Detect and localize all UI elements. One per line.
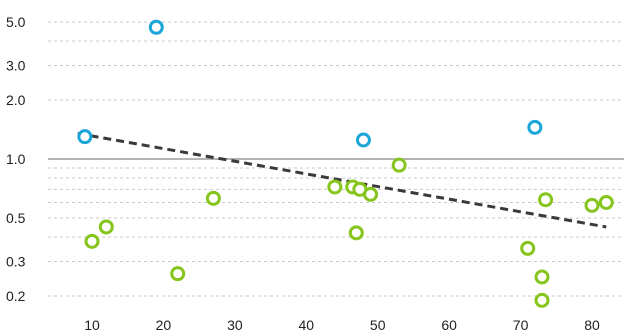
x-tick-label: 20 [156,317,172,333]
trend-line-layer [77,131,607,229]
y-tick-label: 5.0 [6,14,26,30]
data-point [84,233,100,249]
data-point [77,129,93,145]
x-tick-label: 70 [513,317,529,333]
x-tick-label: 60 [441,317,457,333]
data-point [363,186,379,202]
trend-line [77,131,607,229]
data-point [534,269,550,285]
x-tick-label: 10 [84,317,100,333]
y-axis-tick-labels: 0.2 0.3 0.5 1.0 2.0 3.0 5.0 [6,14,26,304]
data-point [391,157,407,173]
data-point [348,225,364,241]
y-tick-label: 2.0 [6,92,26,108]
data-point [527,119,543,135]
data-point [170,266,186,282]
data-point [520,240,536,256]
y-tick-label: 0.2 [6,288,26,304]
y-tick-label: 0.3 [6,253,26,269]
data-point [355,132,371,148]
x-axis-tick-labels: 10 20 30 40 50 60 70 80 [84,317,600,333]
x-tick-label: 40 [298,317,314,333]
x-tick-label: 30 [227,317,243,333]
x-tick-label: 50 [370,317,386,333]
data-point [538,192,554,208]
data-point [327,179,343,195]
x-tick-label: 80 [584,317,600,333]
data-point [534,292,550,308]
data-point [148,19,164,35]
y-tick-label: 1.0 [6,151,26,167]
data-points [77,19,614,308]
data-point [98,219,114,235]
gridlines [48,21,624,297]
data-point [598,194,614,210]
data-point [584,197,600,213]
y-tick-label: 0.5 [6,210,26,226]
data-point [205,190,221,206]
y-tick-label: 3.0 [6,57,26,73]
